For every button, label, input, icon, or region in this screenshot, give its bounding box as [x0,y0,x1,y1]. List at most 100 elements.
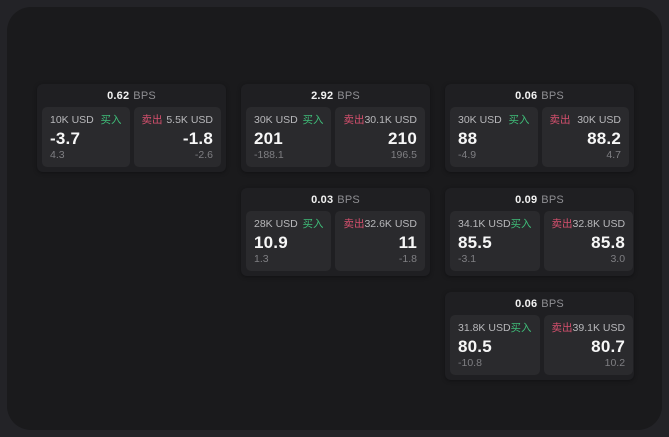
buy-amount: 34.1K USD [458,218,511,230]
sell-side-label: 卖出 [551,218,573,230]
sell-amount: 30.1K USD [364,114,417,126]
sell-sub-value: 10.2 [604,357,626,369]
sell-side-label: 卖出 [549,114,571,126]
buy-amount: 30K USD [458,114,502,126]
sell-side-label: 卖出 [551,322,573,334]
buy-top-row: 28K USD 买入 [254,217,323,231]
buy-side-label: 买入 [302,114,324,126]
sell-top-row: 卖出 30.1K USD [343,113,417,127]
sell-quote-panel[interactable]: 卖出 30K USD 88.2 4.7 [541,107,629,167]
quote-card: 2.92 BPS 30K USD 买入 201 -188.1 卖出 30.1K … [241,84,430,172]
sell-top-row: 卖出 32.8K USD [552,217,626,231]
buy-quote-panel[interactable]: 31.8K USD 买入 80.5 -10.8 [450,315,540,375]
sell-sub-value: -2.6 [194,149,213,161]
buy-top-row: 31.8K USD 买入 [458,321,532,335]
quote-card-body: 28K USD 买入 10.9 1.3 卖出 32.6K USD 11 -1.8 [241,211,430,276]
sell-quote-panel[interactable]: 卖出 30.1K USD 210 196.5 [335,107,425,167]
bps-value: 0.03 [311,193,334,206]
quote-card-body: 10K USD 买入 -3.7 4.3 卖出 5.5K USD -1.8 -2.… [37,107,226,172]
sell-main-value: 80.7 [591,337,626,356]
buy-quote-panel[interactable]: 28K USD 买入 10.9 1.3 [246,211,332,271]
sell-main-value: 88.2 [587,129,621,148]
buy-main-value: 201 [254,129,283,148]
bps-value: 0.06 [515,89,538,102]
sell-sub-value: 4.7 [606,149,621,161]
sell-side-label: 卖出 [343,114,365,126]
sell-quote-panel[interactable]: 卖出 39.1K USD 80.7 10.2 [543,315,634,375]
bps-unit-label: BPS [541,193,564,206]
sell-main-value: -1.8 [182,129,213,148]
buy-main-value: 85.5 [458,233,492,252]
bps-value: 2.92 [311,89,334,102]
quote-card-body: 31.8K USD 买入 80.5 -10.8 卖出 39.1K USD 80.… [445,315,634,380]
sell-sub-value: 3.0 [610,253,626,265]
buy-quote-panel[interactable]: 30K USD 买入 201 -188.1 [246,107,332,167]
buy-amount: 10K USD [50,114,94,126]
sell-quote-panel[interactable]: 卖出 5.5K USD -1.8 -2.6 [133,107,221,167]
quote-card-body: 30K USD 买入 88 -4.9 卖出 30K USD 88.2 4.7 [445,107,634,172]
bps-value: 0.06 [515,297,538,310]
buy-quote-panel[interactable]: 10K USD 买入 -3.7 4.3 [42,107,130,167]
quote-card: 0.06 BPS 31.8K USD 买入 80.5 -10.8 卖出 39.1… [445,292,634,380]
sell-amount: 39.1K USD [572,322,626,334]
buy-amount: 31.8K USD [458,322,511,334]
quote-card-body: 30K USD 买入 201 -188.1 卖出 30.1K USD 210 1… [241,107,430,172]
bps-header: 0.06 BPS [445,84,634,107]
sell-sub-value: -1.8 [398,253,417,265]
bps-unit-label: BPS [541,297,564,310]
bps-value: 0.09 [515,193,538,206]
buy-sub-value: -3.1 [458,253,477,265]
buy-quote-panel[interactable]: 30K USD 买入 88 -4.9 [450,107,538,167]
quote-card-body: 34.1K USD 买入 85.5 -3.1 卖出 32.8K USD 85.8… [445,211,634,276]
buy-quote-panel[interactable]: 34.1K USD 买入 85.5 -3.1 [450,211,540,271]
buy-side-label: 买入 [302,218,324,230]
buy-sub-value: -188.1 [254,149,284,161]
buy-main-value: 10.9 [254,233,288,252]
buy-main-value: 88 [458,129,478,148]
bps-header: 0.09 BPS [445,188,634,211]
buy-main-value: 80.5 [458,337,492,356]
sell-side-label: 卖出 [141,114,163,126]
sell-side-label: 卖出 [343,218,365,230]
sell-sub-value: 196.5 [390,149,417,161]
bps-unit-label: BPS [133,89,156,102]
buy-sub-value: 4.3 [50,149,65,161]
buy-side-label: 买入 [510,322,532,334]
buy-sub-value: -4.9 [458,149,477,161]
quote-card: 0.09 BPS 34.1K USD 买入 85.5 -3.1 卖出 32.8K… [445,188,634,276]
bps-unit-label: BPS [337,193,360,206]
quote-card: 0.62 BPS 10K USD 买入 -3.7 4.3 卖出 5.5K USD… [37,84,226,172]
bps-header: 0.06 BPS [445,292,634,315]
quote-card: 0.06 BPS 30K USD 买入 88 -4.9 卖出 30K USD 8… [445,84,634,172]
sell-amount: 30K USD [577,114,621,126]
buy-main-value: -3.7 [50,129,81,148]
sell-top-row: 卖出 39.1K USD [552,321,626,335]
sell-top-row: 卖出 32.6K USD [343,217,417,231]
sell-main-value: 85.8 [591,233,626,252]
buy-top-row: 34.1K USD 买入 [458,217,532,231]
buy-sub-value: 1.3 [254,253,269,265]
sell-top-row: 卖出 30K USD [550,113,622,127]
quote-cards-grid: 0.62 BPS 10K USD 买入 -3.7 4.3 卖出 5.5K USD… [37,84,634,380]
sell-quote-panel[interactable]: 卖出 32.8K USD 85.8 3.0 [543,211,634,271]
bps-header: 0.03 BPS [241,188,430,211]
bps-header: 0.62 BPS [37,84,226,107]
sell-quote-panel[interactable]: 卖出 32.6K USD 11 -1.8 [335,211,425,271]
buy-top-row: 10K USD 买入 [50,113,122,127]
sell-main-value: 11 [398,233,417,252]
buy-amount: 30K USD [254,114,298,126]
buy-side-label: 买入 [508,114,530,126]
buy-top-row: 30K USD 买入 [254,113,323,127]
sell-amount: 5.5K USD [166,114,213,126]
sell-main-value: 210 [388,129,417,148]
bps-unit-label: BPS [337,89,360,102]
buy-side-label: 买入 [510,218,532,230]
buy-top-row: 30K USD 买入 [458,113,530,127]
bps-value: 0.62 [107,89,130,102]
buy-side-label: 买入 [100,114,122,126]
sell-amount: 32.8K USD [572,218,626,230]
buy-sub-value: -10.8 [458,357,482,369]
sell-amount: 32.6K USD [364,218,417,230]
bps-unit-label: BPS [541,89,564,102]
sell-top-row: 卖出 5.5K USD [142,113,214,127]
